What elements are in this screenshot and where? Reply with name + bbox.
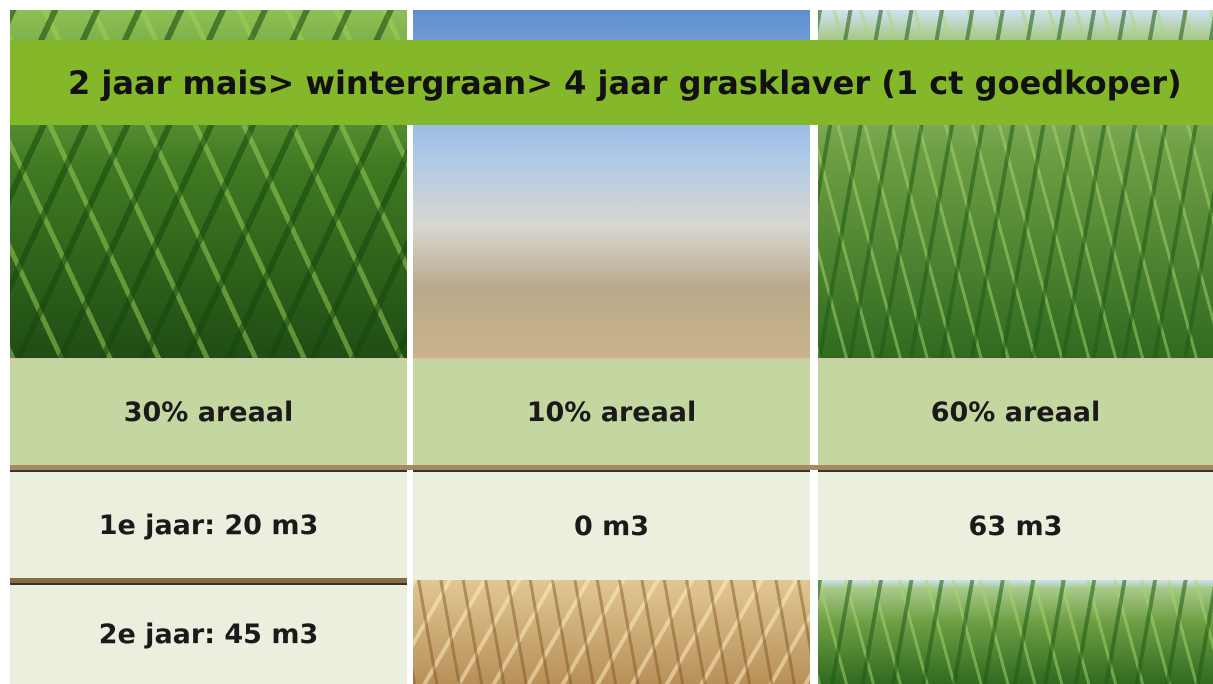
banner-title: 2 jaar mais> wintergraan> 4 jaar graskla…: [10, 40, 1213, 125]
table-cell: 0 m3: [413, 470, 810, 580]
table-cell: 1e jaar: 20 m3: [10, 470, 407, 578]
straw-photo: [413, 580, 810, 684]
grass-photo-bottom: [818, 580, 1213, 684]
table-cell: 10% areaal: [413, 358, 810, 465]
table-cell: 30% areaal: [10, 358, 407, 465]
slide: 2 jaar mais> wintergraan> 4 jaar graskla…: [0, 0, 1213, 684]
table-cell: 63 m3: [818, 470, 1213, 580]
table-cell: 60% areaal: [818, 358, 1213, 465]
table-cell: 2e jaar: 45 m3: [10, 583, 407, 684]
